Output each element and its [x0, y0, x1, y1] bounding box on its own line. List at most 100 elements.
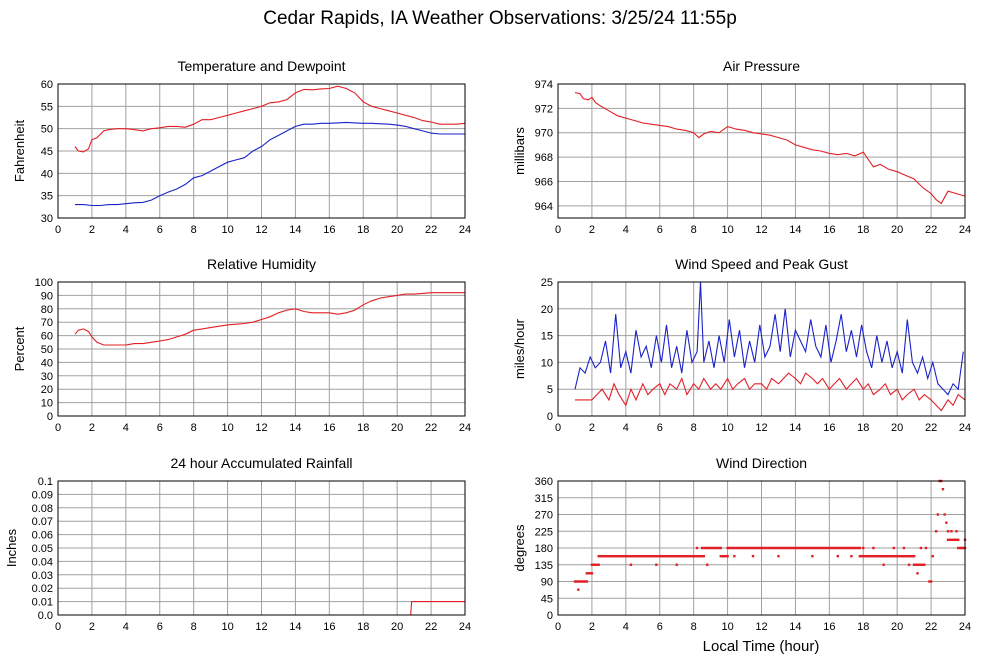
data-point — [726, 546, 729, 550]
data-point — [729, 546, 733, 550]
data-point — [853, 546, 856, 550]
x-tick-label: 16 — [823, 621, 835, 633]
data-point — [650, 554, 653, 558]
data-point — [751, 546, 755, 550]
data-point — [902, 554, 906, 558]
data-point — [836, 546, 840, 550]
data-point — [743, 546, 746, 550]
data-point — [745, 546, 748, 550]
data-point — [780, 546, 784, 550]
x-tick-label: 24 — [959, 422, 971, 434]
data-point — [867, 554, 870, 558]
data-point — [929, 580, 933, 583]
y-tick-label: 0 — [47, 411, 53, 423]
x-tick-label: 6 — [157, 422, 163, 434]
y-tick-label: 50 — [41, 344, 53, 356]
data-point — [677, 554, 680, 558]
data-point — [750, 546, 753, 550]
data-point — [829, 546, 833, 550]
data-point — [873, 554, 877, 558]
data-point — [851, 546, 855, 550]
y-tick-label: 100 — [35, 277, 53, 289]
data-point — [916, 563, 919, 566]
data-point — [600, 554, 604, 558]
data-point — [845, 546, 848, 550]
series-line-red — [74, 85, 466, 153]
data-point — [678, 554, 682, 558]
data-point — [622, 554, 626, 558]
data-point — [751, 554, 755, 558]
series-line-red — [74, 292, 465, 346]
data-point — [911, 554, 914, 558]
x-tick-label: 20 — [391, 224, 403, 236]
data-point — [836, 554, 840, 558]
data-point — [582, 580, 585, 583]
data-point — [902, 546, 906, 550]
y-tick-label: 225 — [535, 526, 553, 538]
x-tick-label: 0 — [555, 621, 561, 633]
data-point — [721, 554, 724, 558]
data-point — [928, 580, 931, 583]
y-tick-label: 15 — [541, 331, 553, 343]
x-tick-label: 22 — [425, 621, 437, 633]
data-point — [695, 554, 699, 558]
data-point — [728, 546, 731, 550]
plot-frame — [557, 83, 966, 219]
data-point — [765, 546, 768, 550]
x-tick-label: 20 — [891, 224, 903, 236]
data-point — [934, 530, 938, 533]
x-tick-label: 12 — [255, 621, 267, 633]
y-tick-label: 50 — [41, 124, 53, 136]
data-point — [811, 554, 814, 558]
data-point — [687, 554, 690, 558]
x-tick-label: 8 — [691, 224, 697, 236]
data-point — [812, 546, 816, 550]
data-point — [804, 546, 807, 550]
data-point — [941, 487, 945, 491]
data-point — [872, 546, 875, 550]
y-tick-label: 10 — [541, 357, 553, 369]
data-point — [660, 554, 663, 558]
data-point — [626, 554, 629, 558]
data-point — [726, 554, 729, 558]
data-point — [611, 554, 614, 558]
data-point — [838, 546, 841, 550]
x-tick-label: 6 — [157, 621, 163, 633]
data-point — [590, 563, 594, 566]
data-point — [889, 554, 892, 558]
y-tick-label: 0.03 — [32, 570, 53, 582]
data-point — [885, 554, 889, 558]
data-point — [756, 546, 760, 550]
x-tick-label: 8 — [691, 422, 697, 434]
data-point — [614, 554, 617, 558]
data-point — [895, 554, 899, 558]
data-point — [739, 546, 743, 550]
data-point — [824, 546, 828, 550]
data-point — [733, 554, 736, 558]
data-point — [921, 563, 924, 566]
shared-x-axis-label: Local Time (hour) — [703, 638, 820, 655]
data-point — [700, 546, 704, 550]
data-point — [936, 513, 940, 516]
data-point — [870, 554, 873, 558]
data-point — [923, 563, 926, 566]
x-tick-label: 0 — [55, 224, 61, 236]
data-point — [653, 554, 656, 558]
series-line-blue — [574, 281, 964, 396]
y-tick-label: 60 — [41, 331, 53, 343]
data-point — [904, 554, 907, 558]
data-point — [901, 554, 904, 558]
data-point — [741, 546, 745, 550]
x-tick-label: 18 — [357, 224, 369, 236]
data-point — [628, 554, 631, 558]
data-point — [858, 554, 862, 558]
data-point — [962, 546, 965, 550]
x-tick-label: 24 — [959, 621, 971, 633]
x-tick-label: 14 — [789, 422, 801, 434]
data-point — [831, 546, 834, 550]
data-point — [777, 554, 780, 558]
data-point — [868, 554, 872, 558]
data-point — [616, 554, 619, 558]
data-point — [840, 546, 843, 550]
